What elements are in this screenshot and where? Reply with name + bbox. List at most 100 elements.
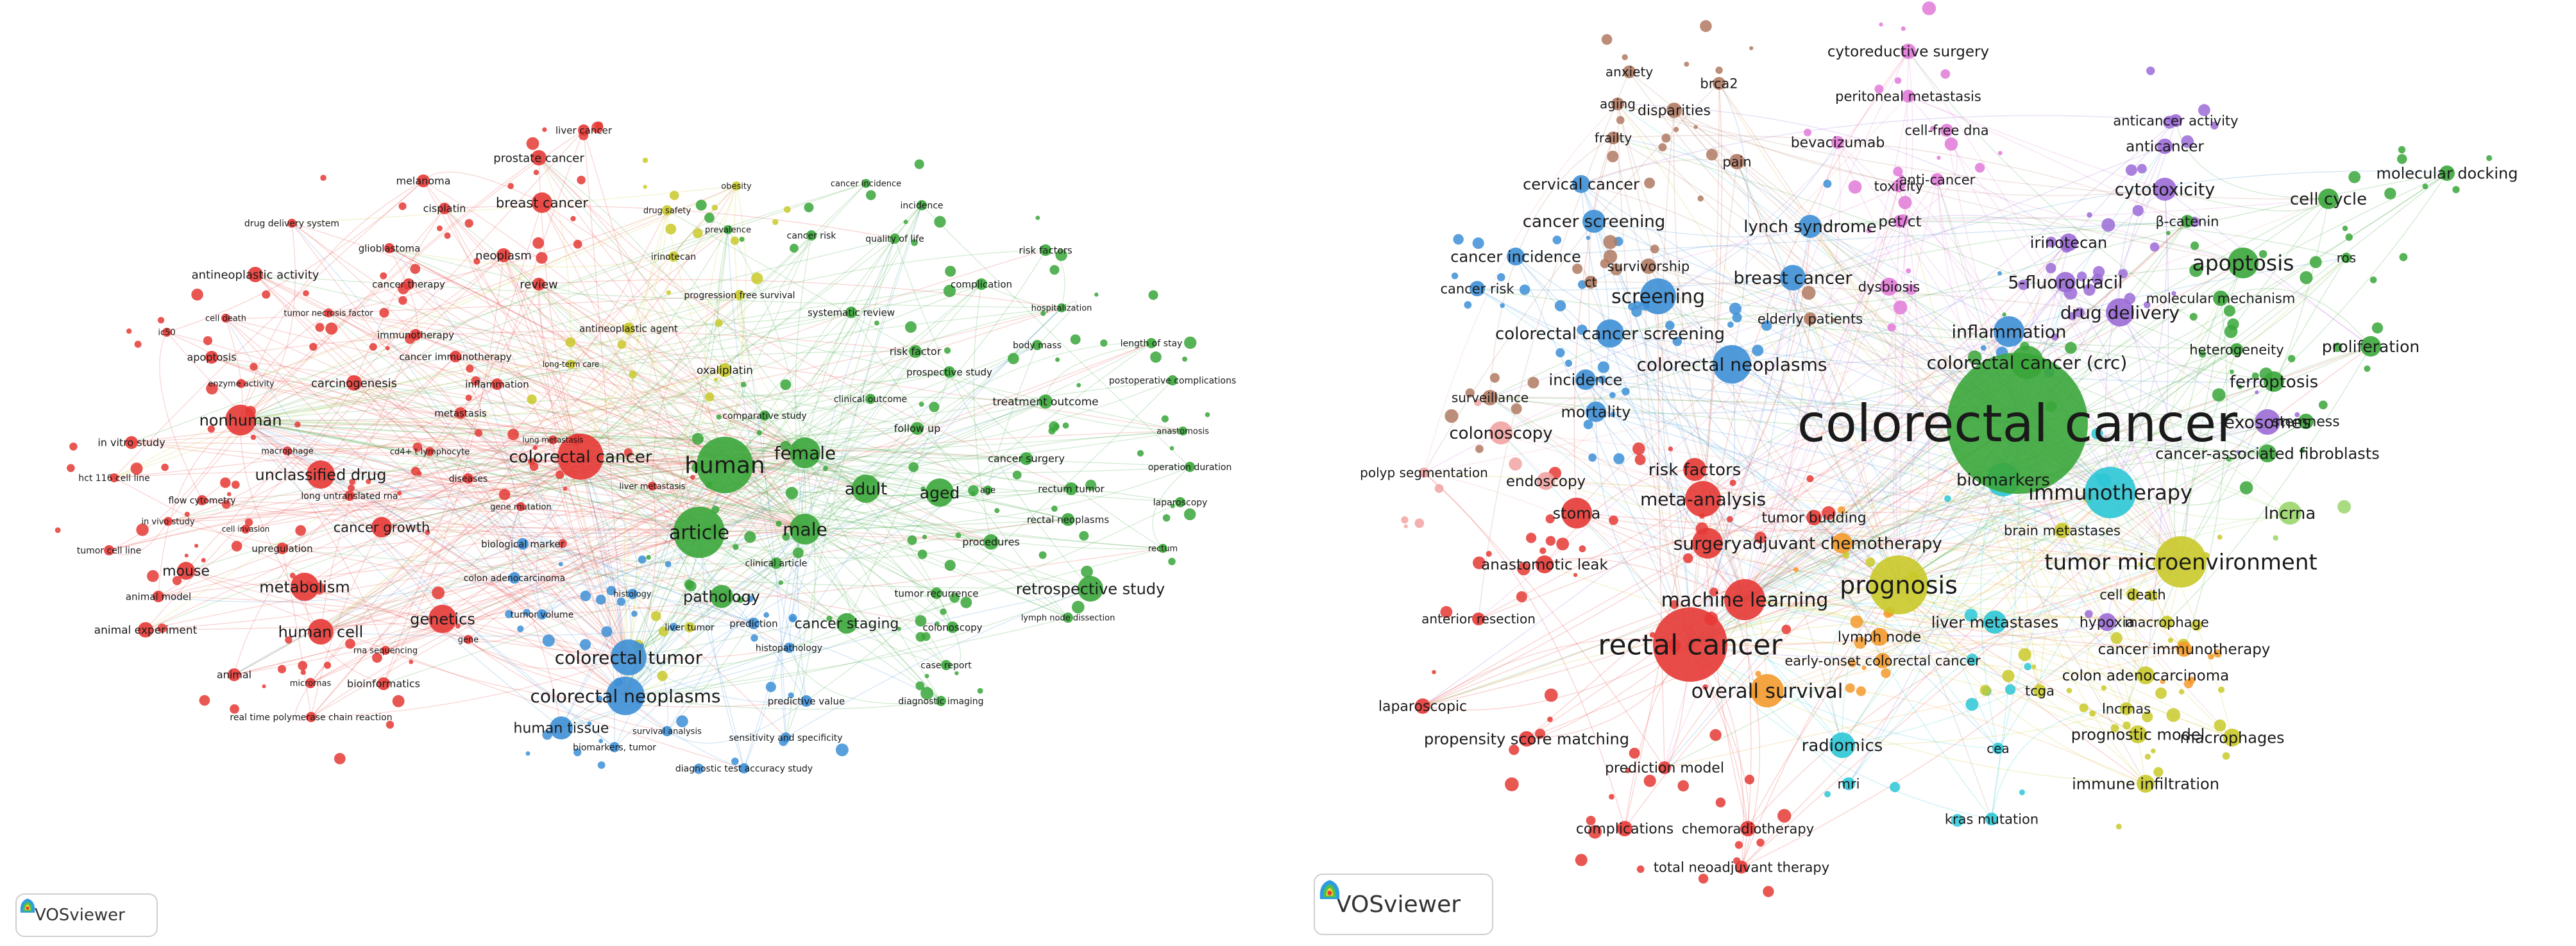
node-treatment-outcome[interactable] (1038, 394, 1053, 409)
node-machine-learning[interactable] (1724, 579, 1765, 620)
node-mouse[interactable] (177, 562, 195, 580)
node-cell-cycle[interactable] (2318, 189, 2339, 209)
node-cisplatin[interactable] (439, 203, 450, 214)
node-cell-invasion[interactable] (241, 525, 250, 534)
node-colorectal-neoplasms[interactable] (606, 677, 645, 715)
node-5-fluorouracil[interactable] (2055, 272, 2076, 292)
node-colorectal-cancer[interactable] (1947, 353, 2088, 494)
node-overall-survival[interactable] (1750, 674, 1784, 707)
node-ct[interactable] (1584, 276, 1597, 289)
node-lung-metastasis[interactable] (548, 435, 557, 444)
node-macrophage[interactable] (2160, 616, 2173, 629)
node-colorectal-cancer-screening[interactable] (1596, 319, 1624, 348)
node-lncrna[interactable] (2278, 502, 2301, 525)
node-catenin[interactable] (2181, 215, 2194, 228)
node-colorectal-tumor[interactable] (611, 639, 647, 675)
node-operation-duration[interactable] (1185, 462, 1195, 472)
node-proliferation[interactable] (2360, 336, 2381, 357)
node-colon-adenocarcinoma[interactable] (509, 572, 520, 584)
node-cd4-t-lymphocyte[interactable] (425, 447, 434, 456)
node-colorectal-cancer[interactable] (557, 434, 604, 480)
node-real-time-polymerase-chain-reaction[interactable] (306, 712, 316, 722)
node-review[interactable] (532, 278, 545, 291)
node-cancer-incidence[interactable] (861, 179, 870, 188)
node-tumor-cell-line[interactable] (104, 545, 114, 555)
node-cancer-immunotherapy[interactable] (450, 351, 461, 362)
node-cancer-surgery[interactable] (1020, 452, 1033, 465)
node-brca2[interactable] (1713, 77, 1725, 90)
node-survival-analysis[interactable] (662, 726, 672, 736)
node-predictive-value[interactable] (801, 695, 812, 707)
node-antineoplastic-agent[interactable] (623, 323, 634, 334)
node-cancer-growth[interactable] (371, 517, 392, 537)
node-bevacizumab[interactable] (1831, 136, 1844, 149)
node-macrophages[interactable] (2223, 729, 2241, 747)
node-liver-metastasis[interactable] (648, 482, 657, 491)
node-tumor-budding[interactable] (1806, 510, 1822, 525)
node-rectal-neoplasms[interactable] (1062, 513, 1074, 526)
node-screening[interactable] (1640, 278, 1676, 314)
left-network-panel[interactable]: drug delivery system cell death tumor necr… (0, 0, 1309, 946)
node-animal-model[interactable] (153, 591, 164, 602)
node-hospitalization[interactable] (1057, 303, 1066, 312)
node-immune-infiltration[interactable] (2137, 775, 2155, 793)
node-irinotecan[interactable] (668, 251, 679, 262)
node-flow-cytometry[interactable] (197, 495, 207, 505)
node-tumor-recurrence[interactable] (931, 587, 942, 599)
node-adjuvant-chemotherapy[interactable] (1832, 533, 1852, 553)
node-antineoplastic-activity[interactable] (248, 267, 263, 282)
node-pathology[interactable] (710, 585, 733, 608)
node-immunotherapy[interactable] (410, 329, 421, 341)
node-cancer-immunotherapy[interactable] (2176, 641, 2192, 657)
node-systematic-review[interactable] (845, 307, 857, 318)
node-cancer-associated-fibroblasts[interactable] (2258, 444, 2276, 462)
node-heterogeneity[interactable] (2230, 343, 2243, 356)
node-meta-analysis[interactable] (1685, 481, 1721, 517)
node-ic50[interactable] (162, 328, 171, 337)
node-cervical-cancer[interactable] (1572, 175, 1590, 193)
node-rectal-cancer[interactable] (1653, 607, 1727, 682)
node-quality-of-life[interactable] (890, 233, 900, 244)
node-gene[interactable] (464, 635, 473, 644)
node-cancer-risk[interactable] (1470, 281, 1485, 296)
node-elderly-patients[interactable] (1804, 312, 1817, 325)
node-length-of-stay[interactable] (1146, 338, 1157, 348)
node-total-neoadjuvant-therapy[interactable] (1735, 861, 1748, 874)
node-cancer-screening[interactable] (1582, 210, 1606, 233)
node-animal-experiment[interactable] (138, 622, 153, 638)
node-colonoscopy[interactable] (1489, 421, 1513, 444)
node-long-untranslated-rna[interactable] (344, 491, 355, 501)
node-sensitivity-and-specificity[interactable] (781, 732, 791, 743)
node-radiomics[interactable] (1829, 732, 1855, 758)
node-lncrnas[interactable] (2120, 702, 2133, 715)
node-male[interactable] (790, 514, 820, 545)
node-drug-delivery[interactable] (2106, 298, 2134, 326)
node-cancer-incidence[interactable] (1507, 248, 1525, 266)
node-prediction[interactable] (748, 618, 759, 629)
node-frailty[interactable] (1607, 131, 1620, 144)
node-hct-116-cell-line[interactable] (110, 473, 119, 482)
node-breast-cancer[interactable] (532, 192, 552, 213)
node-aging[interactable] (1611, 97, 1624, 110)
node-histology[interactable] (627, 589, 638, 599)
node-glioblastoma[interactable] (384, 243, 394, 253)
node-tumor-volume[interactable] (537, 609, 547, 620)
node-tumor-necrosis-factor[interactable] (324, 308, 333, 317)
node-kras-mutation[interactable] (1985, 813, 1998, 825)
node-mri[interactable] (1842, 777, 1855, 790)
node-risk-factors[interactable] (1040, 244, 1051, 256)
node-age[interactable] (983, 486, 992, 494)
node-prognostic-model[interactable] (2129, 725, 2147, 743)
node-chemoradiotherapy[interactable] (1740, 821, 1756, 836)
node-metabolism[interactable] (291, 573, 319, 601)
node-incidence[interactable] (917, 200, 927, 210)
node-human[interactable] (697, 437, 753, 493)
node-apoptosis[interactable] (2228, 248, 2258, 278)
node-rna-sequencing[interactable] (381, 646, 390, 655)
node-pet-ct[interactable] (1894, 215, 1906, 228)
node-gene-mutation[interactable] (516, 502, 525, 511)
node-irinotecan[interactable] (2060, 233, 2078, 251)
node-anticancer[interactable] (2157, 139, 2173, 154)
node-anticancer-activity[interactable] (2169, 114, 2182, 127)
